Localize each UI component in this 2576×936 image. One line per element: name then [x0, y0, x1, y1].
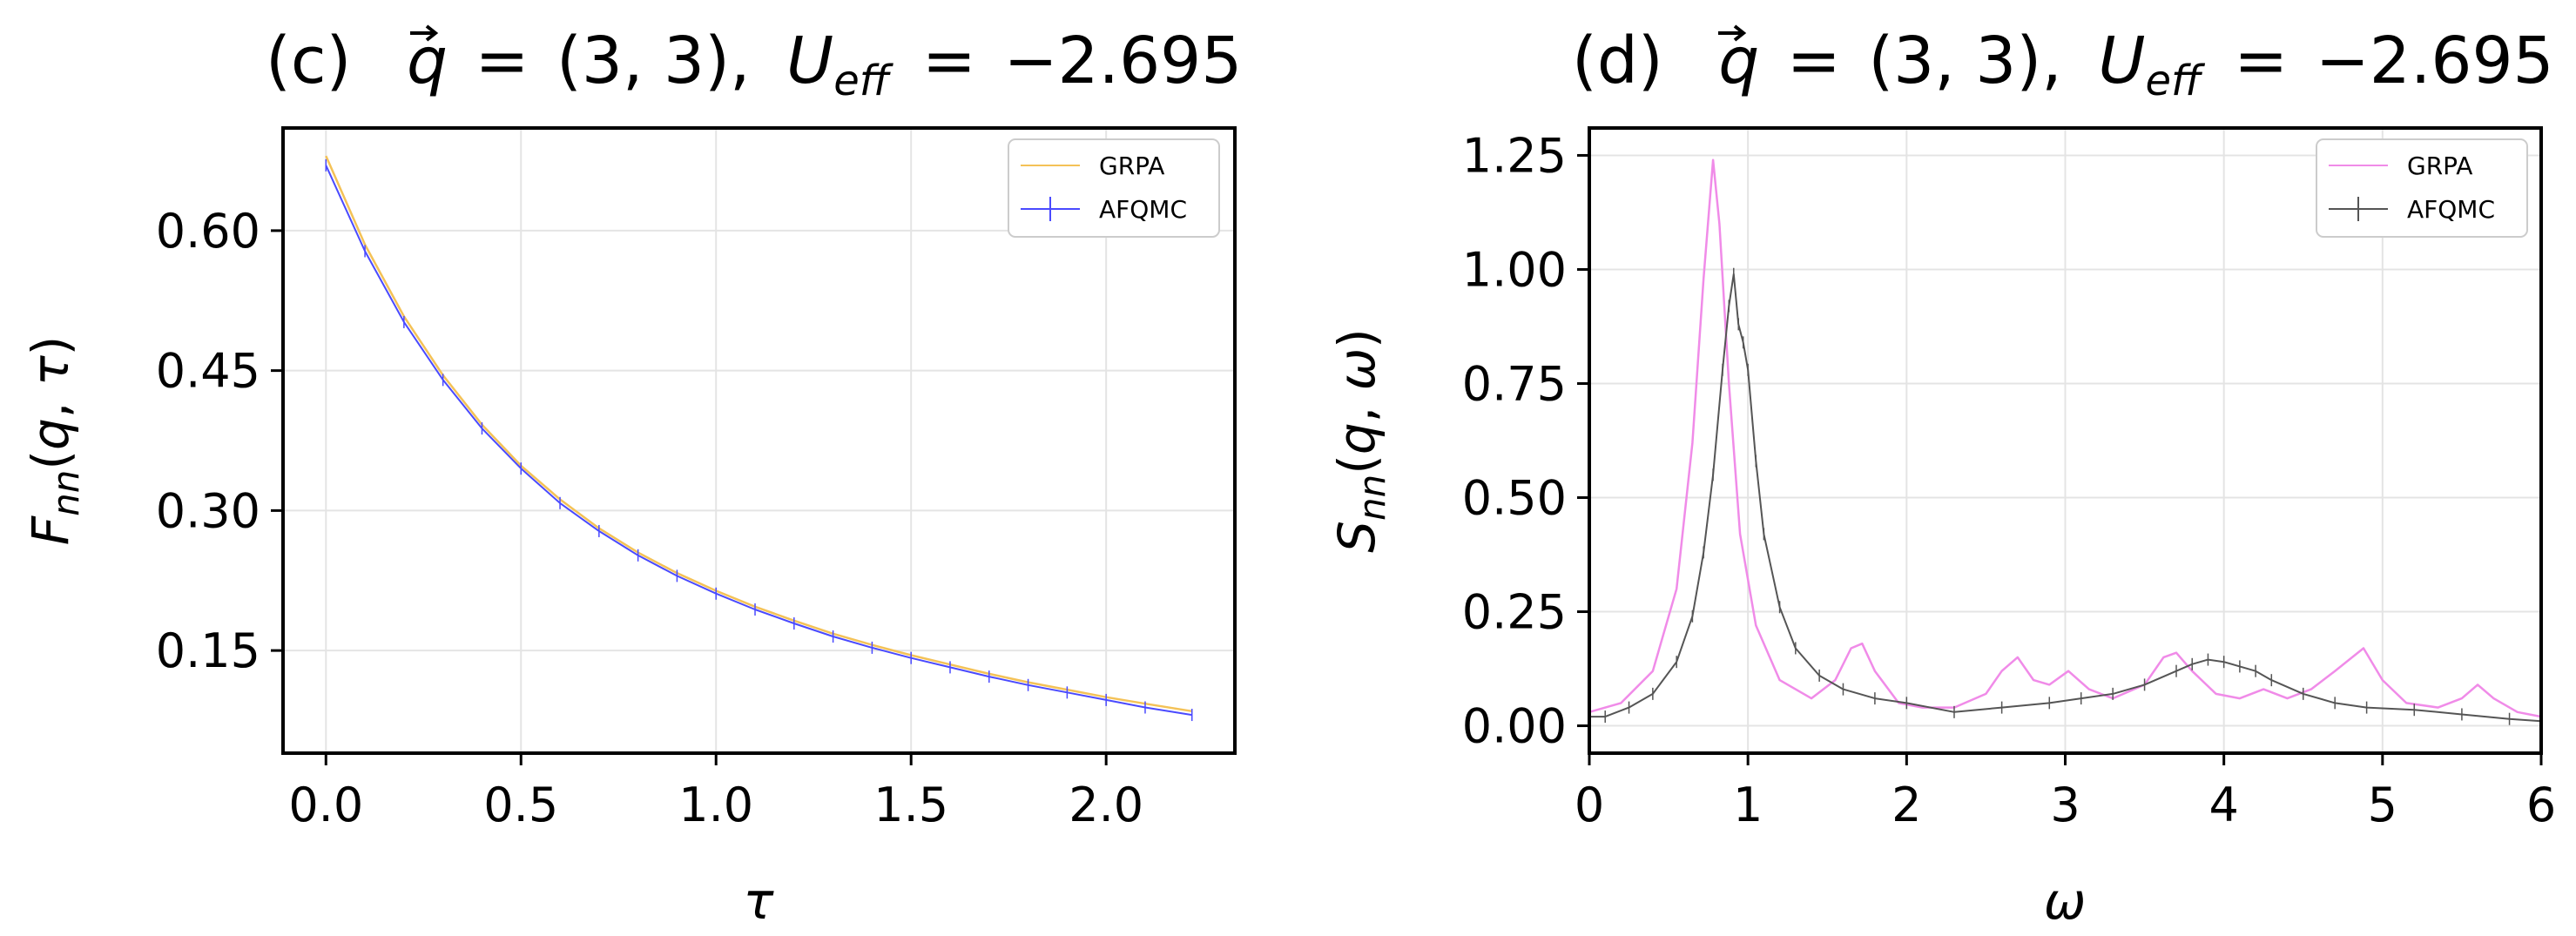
panel-d-legend-grpa-label: GRPA [2407, 152, 2472, 180]
panel-c-xtick-label-2: 1.0 [678, 778, 753, 832]
panel-d-title-ueff-value: −2.695 [2316, 24, 2554, 98]
panel-d-legend-box [2316, 138, 2528, 238]
panel-c-series-afqmc [325, 165, 1192, 717]
panel-c-title-u-symbol: U [786, 24, 833, 98]
panel-d-xlabel: ω [2044, 872, 2087, 931]
panel-d-ytick-label-3: 0.75 [1462, 356, 1567, 411]
panel-c-series [325, 155, 1193, 722]
panel-d-xtick-label-0: 0 [1575, 778, 1604, 832]
panel-c-ylabel-text: Fnn(q, τ) [21, 336, 87, 546]
panel-d-title-prefix: (d) [1572, 24, 1663, 98]
panel-c-ticks: 0.0 0.5 1.0 1.5 2.0 0.15 0.30 0.45 0.60 [156, 204, 1143, 832]
panel-c-series-grpa [325, 155, 1192, 713]
panel-d-legend: GRPA AFQMC [2316, 138, 2528, 238]
panel-d-ytick-label-1: 0.25 [1462, 585, 1567, 640]
panel-c-legend-box [1008, 138, 1220, 238]
panel-d-xtick-label-2: 2 [1892, 778, 1921, 832]
panel-d-xtick-label-5: 5 [2368, 778, 2397, 832]
panel-c-frame [281, 126, 1237, 755]
panel-d-series-afqmc [1589, 273, 2542, 723]
panel-d-series [1588, 158, 2542, 728]
panel-c-ytick-label-2: 0.45 [156, 344, 260, 399]
panel-c-xtick-label-1: 0.5 [483, 778, 558, 832]
panel-d-ytick-label-0: 0.00 [1462, 699, 1567, 754]
panel-c-title-eq2: = [922, 24, 976, 98]
panel-d-title-eq: = [1787, 24, 1841, 98]
panel-d-title: (d) q = (3, 3), Ueff = −2.695 [1572, 24, 2554, 111]
panel-d-title-vector-arrow [1718, 24, 1747, 42]
panel-d-legend-afqmc-label: AFQMC [2407, 195, 2495, 224]
panel-c-xtick-label-4: 2.0 [1069, 778, 1143, 832]
panel-c-title-ueff-value: −2.695 [1003, 24, 1242, 98]
panel-c-xtick-label-0: 0.0 [288, 778, 363, 832]
panel-d-ylabel-text: Snn(q, ω) [1327, 328, 1393, 553]
panel-d-ytick-label-2: 0.50 [1462, 471, 1567, 526]
panel-c-title-prefix: (c) [266, 24, 351, 98]
panel-d-ytick-label-5: 1.25 [1462, 128, 1567, 183]
panel-d-xtick-label-3: 3 [2050, 778, 2080, 832]
panel-c-ytick-label-0: 0.15 [156, 623, 260, 678]
panel-d-title-u-sub: eff [2146, 57, 2207, 105]
panel-c-title-vector-arrow [410, 24, 439, 42]
panel-c-title-q-symbol: q [407, 24, 448, 98]
panel-d-ticks: 0 1 2 3 4 5 6 0.00 0.25 0.50 0.75 1.00 1.25 [1462, 128, 2556, 832]
panel-d-title-q-value: (3, 3), [1868, 24, 2061, 98]
panel-c-legend-grpa-label: GRPA [1099, 152, 1164, 180]
panel-c-xlabel: τ [744, 872, 775, 931]
panel-c-title-q-value: (3, 3), [556, 24, 750, 98]
panel-d-ylabel: Snn(q, ω) [1327, 328, 1393, 553]
panel-c-legend: GRPA AFQMC [1008, 138, 1220, 238]
panel-c-xtick-label-3: 1.5 [873, 778, 948, 832]
panel-c-legend-afqmc-label: AFQMC [1099, 195, 1187, 224]
panel-d-chart: 0 1 2 3 4 5 6 0.00 0.25 0.50 0.75 1.00 1.25 (d) q = … [1327, 24, 2556, 931]
panel-d-title-eq2: = [2234, 24, 2288, 98]
panel-c-title-eq: = [475, 24, 529, 98]
panel-c-title: (c) q = (3, 3), Ueff = −2.695 [266, 24, 1242, 111]
panel-d-xtick-label-6: 6 [2526, 778, 2556, 832]
panel-c-ylabel: Fnn(q, τ) [21, 336, 87, 546]
panel-c-ytick-label-3: 0.60 [156, 204, 260, 259]
panel-c-ytick-label-1: 0.30 [156, 483, 260, 538]
panel-d-ytick-label-4: 1.00 [1462, 242, 1567, 297]
panel-d-xtick-label-1: 1 [1733, 778, 1763, 832]
panel-c-title-u-sub: eff [833, 57, 894, 105]
panel-c-chart: 0.0 0.5 1.0 1.5 2.0 0.15 0.30 0.45 0.60 (c) q = … [21, 24, 1242, 931]
panel-d-title-u-symbol: U [2098, 24, 2145, 98]
panel-d-xtick-label-4: 4 [2208, 778, 2238, 832]
